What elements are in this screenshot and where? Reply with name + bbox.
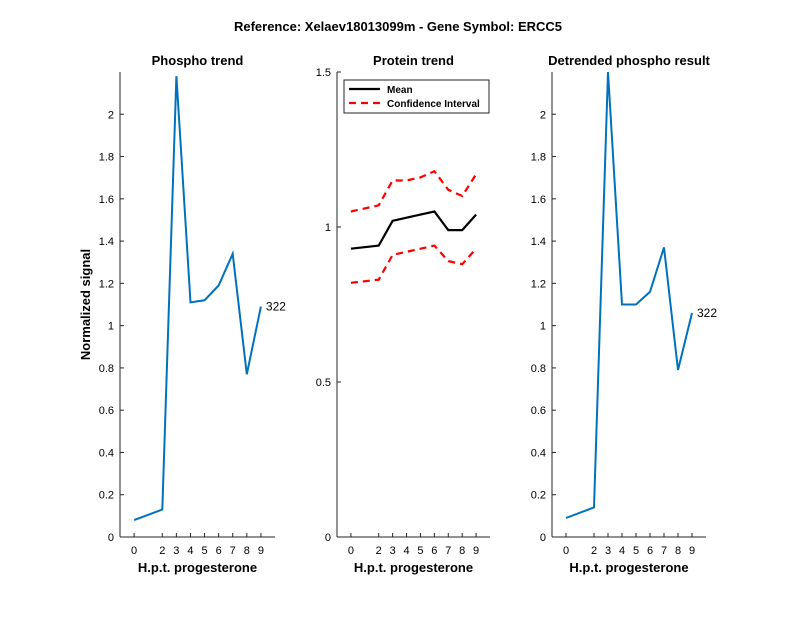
y-tick-label: 0.6 xyxy=(99,405,114,417)
panel-title: Phospho trend xyxy=(152,53,244,68)
y-tick-label: 0.2 xyxy=(531,490,546,502)
y-tick-label: 1.5 xyxy=(316,67,331,79)
x-tick-label: 7 xyxy=(661,545,667,557)
y-tick-label: 1 xyxy=(540,321,546,333)
x-axis-label: H.p.t. progesterone xyxy=(138,560,257,575)
x-tick-label: 4 xyxy=(619,545,625,557)
series-confidence-interval-2 xyxy=(350,244,477,284)
y-tick-label: 0 xyxy=(325,532,331,544)
series-confidence-interval-1 xyxy=(350,169,478,213)
y-tick-label: 0.2 xyxy=(99,490,114,502)
x-tick-label: 2 xyxy=(376,545,382,557)
figure-suptitle: Reference: Xelaev18013099m - Gene Symbol… xyxy=(234,19,562,34)
x-tick-label: 3 xyxy=(390,545,396,557)
panel-2: 0 0.5 1 1.5 0 2 3 4 5 6 7 8 9 Protein trend H.p.t. pro… xyxy=(316,53,490,575)
x-tick-label: 6 xyxy=(647,545,653,557)
x-tick-label: 9 xyxy=(258,545,264,557)
y-tick-label: 2 xyxy=(540,109,546,121)
x-axis-label: H.p.t. progesterone xyxy=(354,560,473,575)
y-tick-label: 0.8 xyxy=(531,363,546,375)
y-tick-label: 0.6 xyxy=(531,405,546,417)
x-tick-label: 2 xyxy=(159,545,165,557)
series-line xyxy=(133,76,262,522)
y-tick-label: 1.8 xyxy=(99,152,114,164)
point-annotation: 322 xyxy=(697,306,717,320)
x-tick-label: 3 xyxy=(605,545,611,557)
panel-title: Detrended phospho result xyxy=(548,53,710,68)
y-tick-label: 0 xyxy=(108,532,114,544)
y-tick-label: 1 xyxy=(325,222,331,234)
legend-entry: Confidence Interval xyxy=(387,99,480,110)
point-annotation: 322 xyxy=(266,300,286,314)
x-tick-label: 4 xyxy=(187,545,193,557)
panel-1: 00.20.40.60.811.21.41.61.820 2 3 4 5 6 7 8 9Phos… xyxy=(78,53,286,575)
x-tick-label: 7 xyxy=(230,545,236,557)
series-line xyxy=(565,71,693,519)
y-tick-label: 1.4 xyxy=(99,236,114,248)
legend: Mean Confidence Interval xyxy=(343,79,490,114)
legend-box xyxy=(343,79,490,114)
x-tick-label: 8 xyxy=(459,545,465,557)
y-tick-label: 1.2 xyxy=(531,278,546,290)
y-tick-label: 0.5 xyxy=(316,377,331,389)
x-tick-label: 6 xyxy=(216,545,222,557)
x-tick-label: 4 xyxy=(403,545,409,557)
x-tick-label: 7 xyxy=(445,545,451,557)
x-tick-label: 5 xyxy=(633,545,639,557)
panel-3: 00.20.40.60.811.21.41.61.820 2 3 4 5 6 7 8 9Detr… xyxy=(531,53,718,575)
x-tick-label: 2 xyxy=(591,545,597,557)
x-tick-label: 0 xyxy=(348,545,354,557)
x-tick-label: 6 xyxy=(431,545,437,557)
x-tick-label: 9 xyxy=(473,545,479,557)
panel-title: Protein trend xyxy=(373,53,454,68)
x-tick-label: 0 xyxy=(131,545,137,557)
x-tick-label: 3 xyxy=(173,545,179,557)
x-axis-label: H.p.t. progesterone xyxy=(569,560,688,575)
x-tick-label: 8 xyxy=(244,545,250,557)
y-tick-label: 0.4 xyxy=(99,447,114,459)
y-tick-label: 2 xyxy=(108,109,114,121)
y-tick-label: 1.2 xyxy=(99,278,114,290)
panels: 00.20.40.60.811.21.41.61.820 2 3 4 5 6 7 8 9Phos… xyxy=(78,53,717,575)
y-tick-label: 1.4 xyxy=(531,236,546,248)
y-tick-label: 0.8 xyxy=(99,363,114,375)
legend-entry: Mean xyxy=(387,85,413,96)
x-tick-label: 5 xyxy=(201,545,207,557)
x-tick-label: 5 xyxy=(417,545,423,557)
y-axis-label: Normalized signal xyxy=(78,249,93,360)
y-tick-label: 1 xyxy=(108,321,114,333)
x-tick-label: 8 xyxy=(675,545,681,557)
y-tick-label: 1.8 xyxy=(531,152,546,164)
x-tick-label: 9 xyxy=(689,545,695,557)
series-mean xyxy=(350,210,477,250)
y-tick-label: 0.4 xyxy=(531,447,546,459)
y-tick-label: 1.6 xyxy=(99,194,114,206)
y-tick-label: 1.6 xyxy=(531,194,546,206)
y-tick-label: 0 xyxy=(540,532,546,544)
x-tick-label: 0 xyxy=(563,545,569,557)
